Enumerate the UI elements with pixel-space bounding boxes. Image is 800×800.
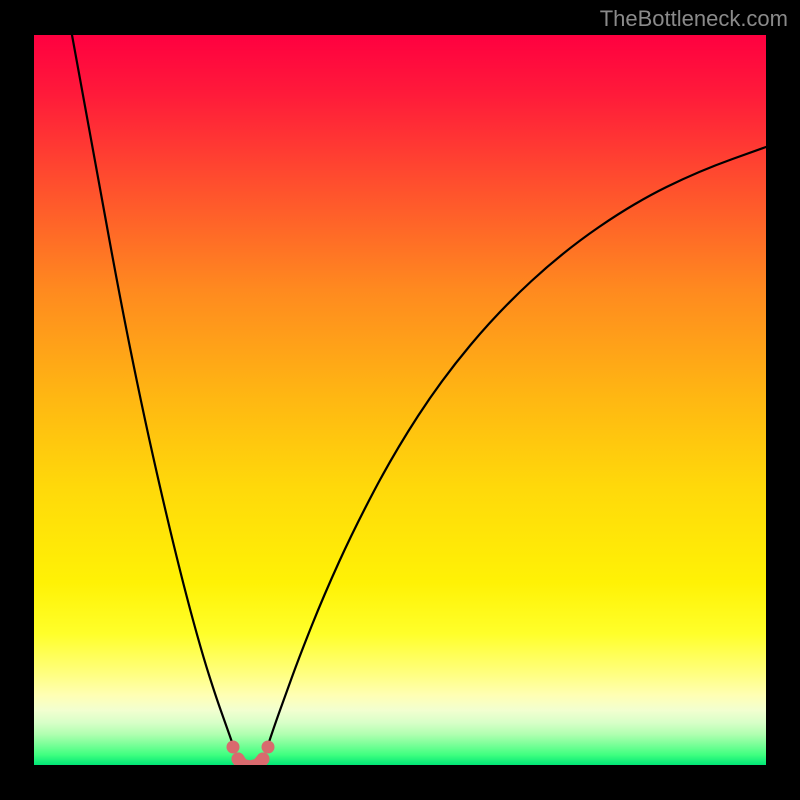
chart-background — [34, 35, 766, 765]
chart-svg — [34, 35, 766, 765]
bottleneck-chart — [34, 35, 766, 765]
valley-marker-dot-left-0 — [227, 741, 240, 754]
valley-marker-dot-left-1 — [232, 753, 245, 766]
valley-marker-dot-right-1 — [257, 753, 270, 766]
watermark-text: TheBottleneck.com — [600, 6, 788, 32]
valley-marker-dot-right-0 — [262, 741, 275, 754]
